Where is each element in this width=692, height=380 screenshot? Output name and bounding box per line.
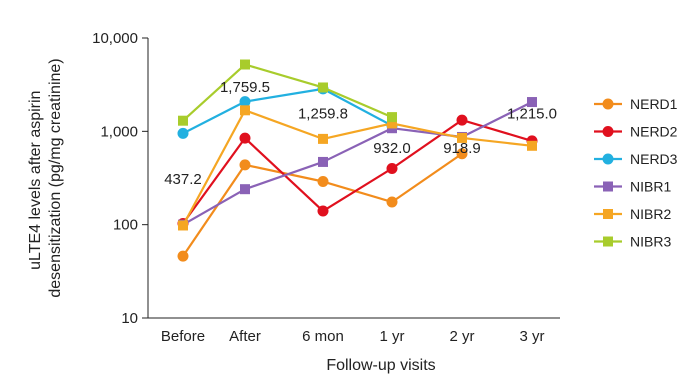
data-point-nibr3 — [318, 82, 328, 93]
legend-label-nerd1: NERD1 — [630, 96, 678, 112]
legend-marker-nerd3 — [602, 153, 614, 165]
data-point-nerd1 — [386, 196, 398, 208]
y-tick-label: 1,000 — [100, 123, 138, 140]
y-axis-title-line-1: uLTE4 levels after aspirin — [27, 91, 44, 270]
x-tick-label: 2 yr — [449, 328, 474, 345]
series-line-nerd1 — [182, 152, 463, 257]
legend-label-nibr3: NIBR3 — [630, 234, 671, 250]
data-label: 918.9 — [443, 140, 481, 157]
x-tick-label: 1 yr — [379, 328, 404, 345]
legend-marker-nibr3 — [603, 236, 613, 247]
data-point-nibr1 — [527, 97, 537, 108]
series-nerd1 — [177, 148, 468, 262]
data-point-nibr2 — [240, 105, 250, 116]
data-point-nerd1 — [239, 159, 251, 171]
legend-item-nibr3: NIBR3 — [594, 234, 671, 250]
data-point-nerd1 — [317, 176, 329, 188]
series-line-nerd2 — [182, 118, 533, 225]
legend-item-nerd1: NERD1 — [594, 96, 678, 112]
data-point-nibr2 — [178, 220, 188, 231]
legend-marker-nerd1 — [602, 98, 614, 110]
data-label: 1,259.8 — [298, 105, 348, 122]
series-line-nerd3 — [182, 87, 393, 135]
legend-label-nibr2: NIBR2 — [630, 206, 671, 222]
x-tick-label: After — [229, 328, 261, 345]
data-point-nerd2 — [386, 162, 398, 174]
data-point-nibr3 — [178, 115, 188, 126]
data-point-nerd2 — [317, 205, 329, 217]
legend-item-nibr2: NIBR2 — [594, 206, 671, 222]
legend-label-nibr1: NIBR1 — [630, 179, 671, 195]
data-point-nibr3 — [387, 112, 397, 123]
x-tick-label: 3 yr — [519, 328, 544, 345]
plot-area: 10 100 1,000 10,000 Before After 6 mon 1 yr 2 yr… — [92, 30, 560, 345]
data-label: 932.0 — [373, 140, 411, 157]
data-point-nibr2 — [318, 133, 328, 144]
data-label: 1,215.0 — [507, 105, 557, 122]
data-point-nibr1 — [318, 156, 328, 167]
legend-item-nerd3: NERD3 — [594, 151, 678, 167]
data-point-nerd2 — [456, 114, 468, 126]
legend: NERD1 NERD2 NERD3 NIBR1 NIBR2 NIBR3 — [594, 96, 678, 250]
series-nibr2 — [178, 105, 537, 231]
x-tick-label: 6 mon — [302, 328, 344, 345]
legend-label-nerd2: NERD2 — [630, 124, 678, 140]
y-tick-label: 10 — [121, 310, 138, 327]
data-label: 1,759.5 — [220, 79, 270, 96]
data-label: 437.2 — [164, 171, 202, 188]
y-axis-title-line-2: desensitization (pg/mg creatinine) — [47, 58, 64, 297]
data-point-nerd3 — [177, 127, 189, 139]
series-nibr1 — [178, 97, 537, 230]
annotations: 437.2 1,759.5 1,259.8 932.0 918.9 1,215.0 — [164, 79, 557, 188]
data-point-nerd1 — [456, 148, 468, 160]
series-nibr3 — [178, 59, 397, 126]
legend-marker-nibr1 — [603, 181, 613, 192]
data-point-nibr3 — [240, 59, 250, 70]
legend-item-nibr1: NIBR1 — [594, 179, 671, 195]
x-tick-label: Before — [161, 328, 205, 345]
data-point-nerd2 — [239, 132, 251, 144]
data-point-nerd1 — [177, 250, 189, 262]
y-tick-label: 100 — [113, 217, 138, 234]
legend-marker-nerd2 — [602, 126, 614, 137]
data-point-nerd3 — [239, 96, 251, 108]
y-axis-title: uLTE4 levels after aspirin desensitizati… — [27, 58, 64, 297]
legend-label-nerd3: NERD3 — [630, 151, 678, 167]
x-axis-title: Follow-up visits — [326, 357, 435, 374]
series-line-nibr3 — [182, 63, 393, 122]
data-point-nibr2 — [527, 140, 537, 151]
series-line-nibr1 — [182, 101, 533, 226]
data-point-nibr1 — [240, 184, 250, 195]
y-tick-label: 10,000 — [92, 30, 138, 47]
data-point-nibr2 — [387, 118, 397, 129]
series-line-nibr2 — [182, 109, 533, 227]
legend-item-nerd2: NERD2 — [594, 124, 678, 140]
legend-marker-nibr2 — [603, 209, 613, 219]
data-point-nibr2 — [457, 132, 467, 143]
